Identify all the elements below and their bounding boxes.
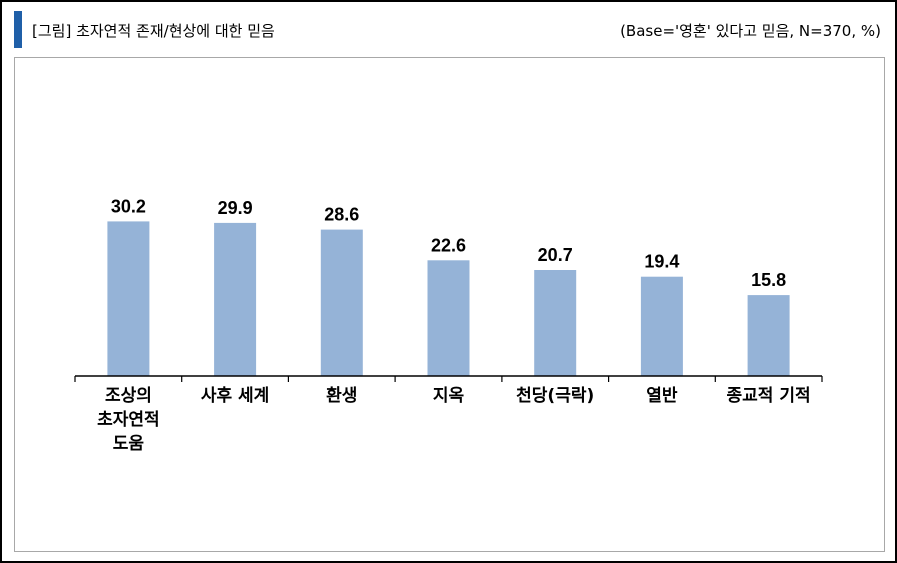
- data-label: 22.6: [431, 235, 466, 255]
- category-label: 천당(극락): [516, 386, 594, 406]
- bar: [747, 295, 790, 376]
- data-label: 15.8: [751, 270, 786, 290]
- category-label: 열반: [646, 386, 678, 406]
- category-label: 초자연적: [97, 410, 160, 430]
- data-label: 19.4: [644, 252, 679, 272]
- bar: [214, 222, 257, 376]
- title-accent-bar: [14, 11, 22, 48]
- category-label: 조상의: [105, 386, 152, 406]
- category-label: 도움: [113, 434, 145, 454]
- chart-title: [그림] 초자연적 존재/현상에 대한 믿음: [32, 22, 275, 40]
- category-label: 환생: [326, 386, 357, 406]
- base-note: (Base='영혼' 있다고 믿음, N=370, %): [620, 22, 881, 40]
- bar: [427, 260, 470, 376]
- category-label: 종교적 기적: [727, 386, 811, 406]
- bar: [640, 276, 683, 376]
- data-label: 20.7: [538, 245, 573, 265]
- category-label: 지옥: [433, 386, 465, 406]
- bar: [534, 270, 577, 376]
- bar: [107, 221, 150, 376]
- bar: [320, 229, 363, 376]
- category-label: 사후 세계: [201, 385, 269, 406]
- data-label: 29.9: [218, 198, 253, 218]
- data-label: 28.6: [324, 205, 359, 225]
- data-label: 30.2: [111, 196, 146, 216]
